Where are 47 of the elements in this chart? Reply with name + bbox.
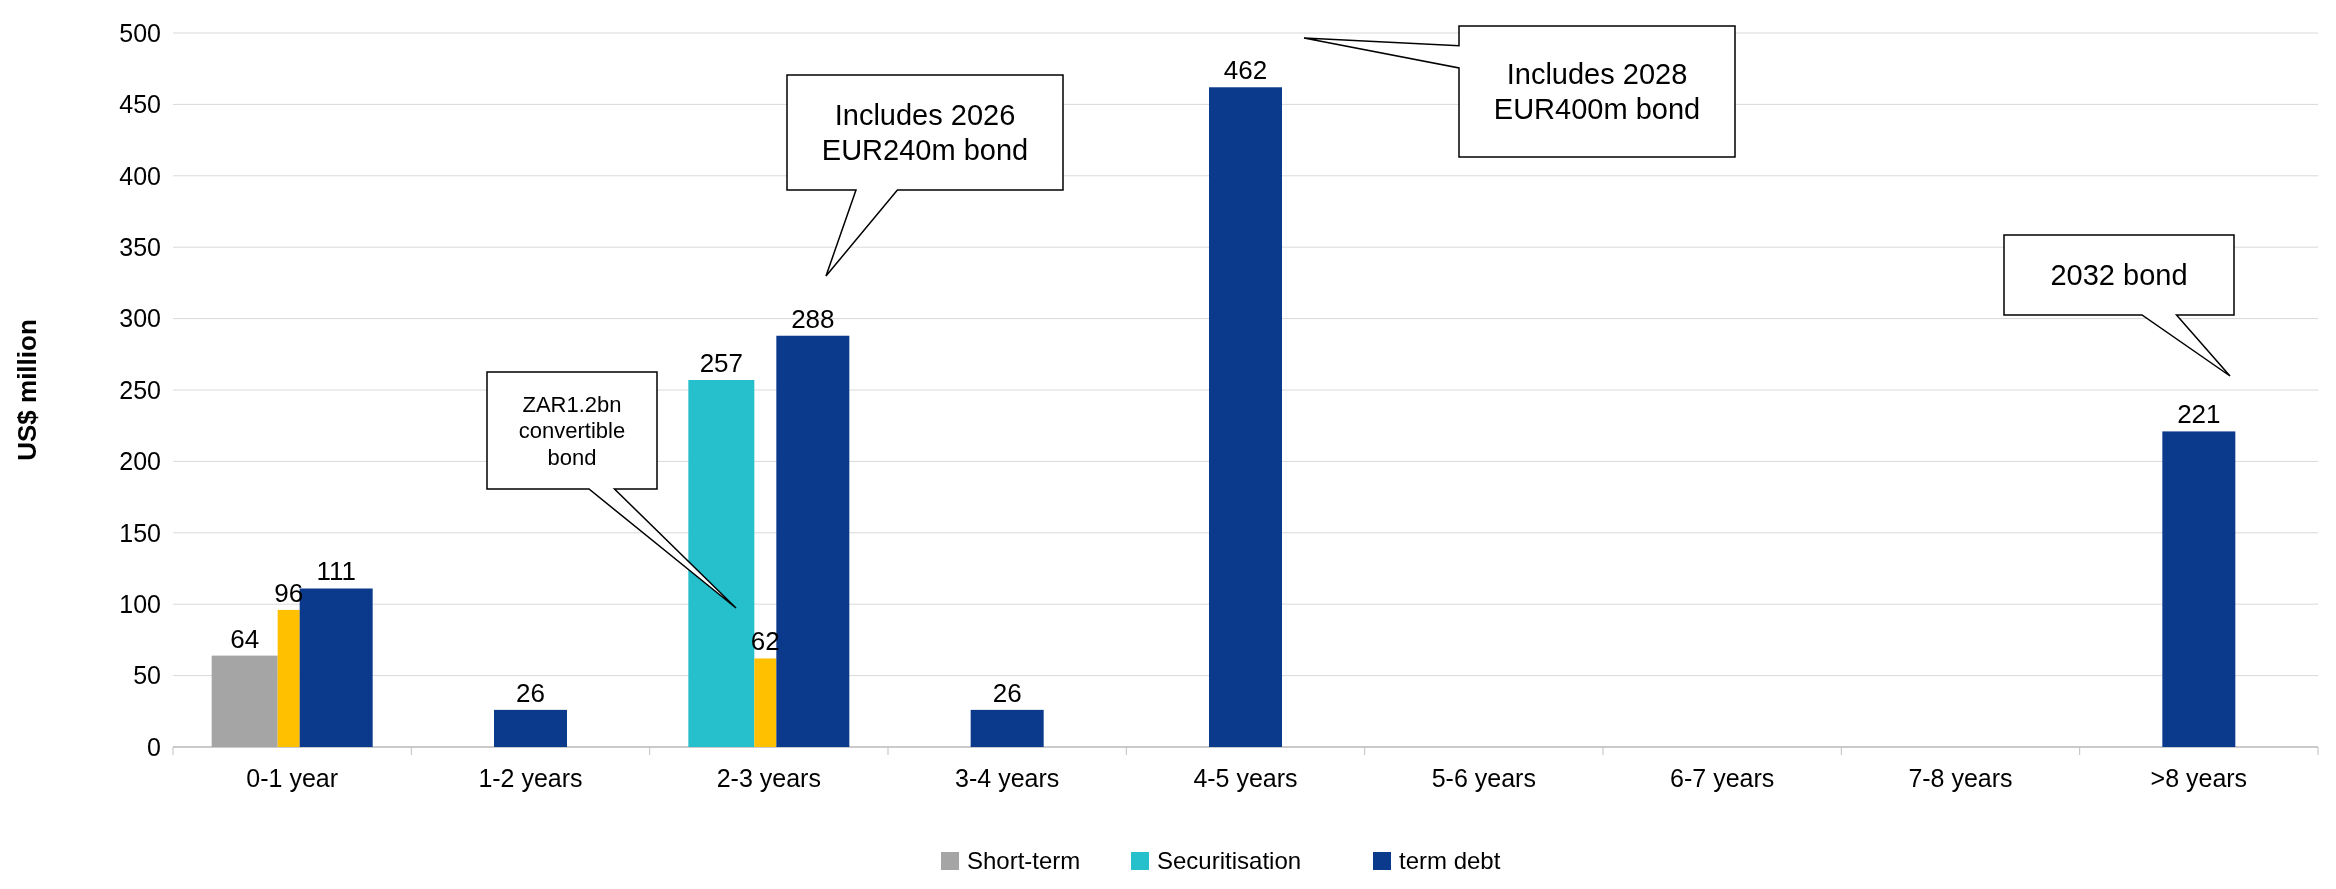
x-tick-label: 7-8 years	[1908, 764, 2013, 792]
y-tick-label: 400	[119, 161, 161, 190]
bar	[2162, 431, 2236, 747]
data-label: 462	[1223, 55, 1268, 86]
y-tick-label: 200	[119, 447, 161, 476]
annotation: Includes 2026 EUR240m bond	[821, 99, 1029, 167]
bar	[211, 655, 278, 747]
y-tick-label: 300	[119, 304, 161, 333]
legend-label: Securitisation	[1157, 847, 1302, 875]
y-tick-label: 50	[133, 661, 161, 690]
x-tick-label: >8 years	[2150, 764, 2248, 792]
callout-box: Includes 2028 EUR400m bond	[1303, 25, 1736, 158]
callout-box: 2032 bond	[2003, 234, 2235, 377]
data-label: 64	[230, 623, 260, 654]
data-label: 26	[516, 677, 545, 708]
y-tick-label: 150	[119, 518, 161, 547]
annotation: 2032 bond	[2050, 259, 2188, 292]
callout-box: Includes 2026 EUR240m bond	[786, 74, 1064, 277]
x-tick-label: 6-7 years	[1670, 764, 1775, 792]
x-tick-label: 4-5 years	[1193, 764, 1298, 792]
annotation: Includes 2028 EUR400m bond	[1493, 58, 1701, 126]
y-tick-label: 0	[147, 732, 161, 761]
x-tick-label: 5-6 years	[1431, 764, 1536, 792]
annotation: ZAR1.2bn convertible bond	[518, 391, 626, 470]
bar	[1209, 87, 1282, 747]
x-tick-label: 2-3 years	[716, 764, 821, 792]
y-tick-label: 450	[119, 90, 161, 119]
y-tick-label: 100	[119, 589, 161, 618]
x-tick-label: 3-4 years	[955, 764, 1060, 792]
data-label: 96	[274, 577, 304, 608]
callout-box: ZAR1.2bn convertible bond	[486, 371, 737, 609]
bar	[494, 709, 567, 747]
bar	[970, 709, 1044, 747]
x-tick-label: 0-1 year	[246, 764, 339, 792]
data-label: 221	[2177, 399, 2221, 430]
y-tick-label: 350	[119, 232, 161, 261]
legend-label: term debt	[1399, 847, 1501, 875]
bar	[277, 609, 300, 747]
y-axis-title: US$ million	[12, 319, 42, 461]
y-tick-label: 250	[119, 375, 161, 404]
legend-label: Short-term	[967, 847, 1081, 875]
x-tick-label: 1-2 years	[478, 764, 583, 792]
data-label: 26	[992, 677, 1022, 708]
data-label: 288	[791, 303, 835, 334]
data-label: 111	[316, 556, 356, 587]
y-tick-label: 500	[119, 18, 161, 47]
bar	[754, 658, 777, 747]
